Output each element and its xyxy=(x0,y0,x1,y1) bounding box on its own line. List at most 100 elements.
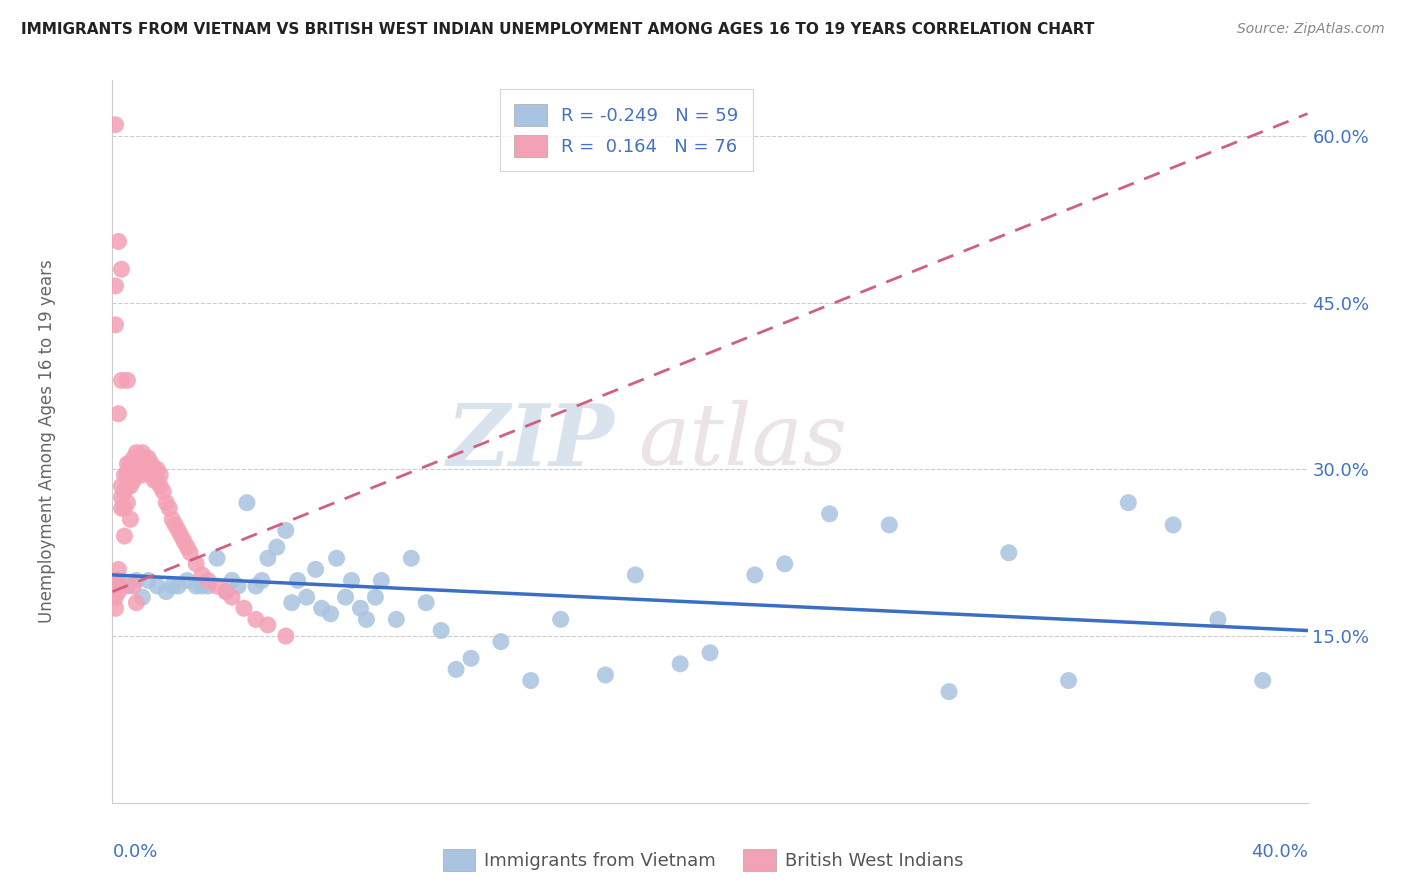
Point xyxy=(110,501,132,516)
Point xyxy=(167,524,190,538)
Point xyxy=(349,601,371,615)
Point xyxy=(319,607,342,621)
Point xyxy=(938,684,960,698)
Point xyxy=(131,457,153,471)
Point xyxy=(120,512,142,526)
Point xyxy=(245,579,267,593)
Point xyxy=(460,651,482,665)
Point xyxy=(146,579,169,593)
Point xyxy=(221,574,243,588)
Point xyxy=(104,279,127,293)
Point xyxy=(744,568,766,582)
Point xyxy=(120,467,142,482)
Point xyxy=(818,507,841,521)
Point xyxy=(104,601,127,615)
Point xyxy=(138,462,160,476)
Point xyxy=(146,462,169,476)
Point xyxy=(415,596,437,610)
Point xyxy=(107,562,129,576)
Point xyxy=(143,474,166,488)
Point xyxy=(520,673,543,688)
Point xyxy=(114,501,135,516)
Point xyxy=(157,501,180,516)
Point xyxy=(170,529,193,543)
Point xyxy=(128,451,150,466)
Point xyxy=(205,579,228,593)
Point xyxy=(233,601,256,615)
Point xyxy=(335,590,357,604)
Point xyxy=(305,562,328,576)
Point xyxy=(221,590,243,604)
Text: 40.0%: 40.0% xyxy=(1251,843,1308,861)
Point xyxy=(165,517,187,532)
Point xyxy=(110,373,132,387)
Text: IMMIGRANTS FROM VIETNAM VS BRITISH WEST INDIAN UNEMPLOYMENT AMONG AGES 16 TO 19 : IMMIGRANTS FROM VIETNAM VS BRITISH WEST … xyxy=(21,22,1094,37)
Point xyxy=(624,568,647,582)
Point xyxy=(125,574,148,588)
Point xyxy=(104,118,127,132)
Point xyxy=(110,479,132,493)
Point xyxy=(149,479,172,493)
Point xyxy=(117,467,139,482)
Point xyxy=(117,579,139,593)
Point xyxy=(107,407,129,421)
Point xyxy=(773,557,796,571)
Point xyxy=(143,462,166,476)
Point xyxy=(117,479,139,493)
Point xyxy=(489,634,512,648)
Point xyxy=(245,612,267,626)
Point xyxy=(141,467,163,482)
Point xyxy=(125,596,148,610)
Point xyxy=(287,574,309,588)
Point xyxy=(444,662,467,676)
Legend: Immigrants from Vietnam, British West Indians: Immigrants from Vietnam, British West In… xyxy=(436,842,970,879)
Point xyxy=(104,574,127,588)
Point xyxy=(669,657,692,671)
Point xyxy=(266,540,288,554)
Point xyxy=(281,596,304,610)
Point xyxy=(215,584,238,599)
Point xyxy=(401,551,423,566)
Point xyxy=(117,496,139,510)
Point xyxy=(138,451,160,466)
Point xyxy=(197,579,219,593)
Point xyxy=(205,551,228,566)
Point xyxy=(152,484,174,499)
Point xyxy=(110,262,132,277)
Point xyxy=(117,457,139,471)
Point xyxy=(107,574,129,588)
Point xyxy=(998,546,1021,560)
Point xyxy=(125,445,148,459)
Point xyxy=(257,551,280,566)
Text: Source: ZipAtlas.com: Source: ZipAtlas.com xyxy=(1237,22,1385,37)
Point xyxy=(340,574,363,588)
Point xyxy=(125,457,148,471)
Point xyxy=(122,451,145,466)
Point xyxy=(595,668,617,682)
Point xyxy=(215,584,238,599)
Point xyxy=(311,601,333,615)
Point xyxy=(295,590,318,604)
Point xyxy=(162,579,183,593)
Point xyxy=(236,496,259,510)
Point xyxy=(122,462,145,476)
Point xyxy=(176,540,198,554)
Point xyxy=(370,574,392,588)
Point xyxy=(364,590,387,604)
Point xyxy=(186,579,208,593)
Point xyxy=(173,534,195,549)
Point xyxy=(1118,496,1140,510)
Point xyxy=(1251,673,1274,688)
Point xyxy=(1206,612,1229,626)
Point xyxy=(550,612,572,626)
Point xyxy=(179,546,201,560)
Point xyxy=(191,568,214,582)
Point xyxy=(107,579,129,593)
Point xyxy=(186,557,208,571)
Point xyxy=(430,624,453,638)
Point xyxy=(191,579,214,593)
Point xyxy=(146,474,169,488)
Point xyxy=(122,474,145,488)
Text: ZIP: ZIP xyxy=(447,400,614,483)
Point xyxy=(128,462,150,476)
